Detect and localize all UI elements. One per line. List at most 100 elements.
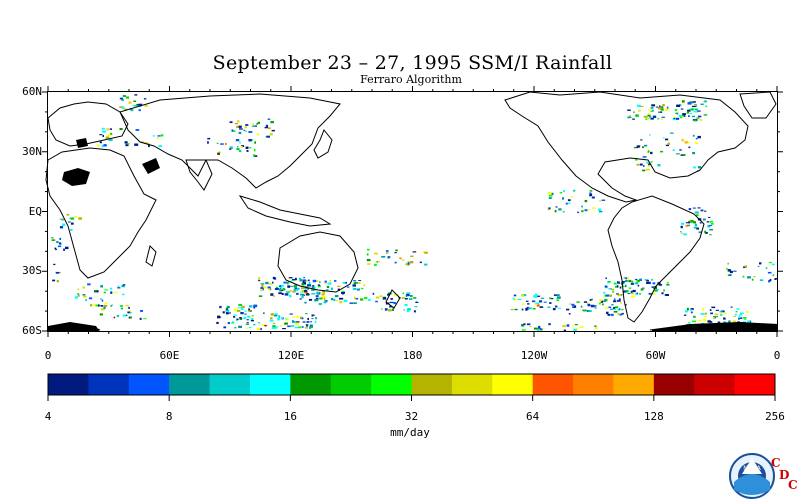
rain-pixel xyxy=(676,104,680,107)
rain-pixel xyxy=(584,199,588,203)
new-zealand-outline xyxy=(385,289,401,309)
rain-pixel xyxy=(264,286,267,289)
rain-pixel xyxy=(555,206,558,208)
rain-pixel xyxy=(714,315,719,318)
rain-pixel xyxy=(743,266,746,268)
rain-pixel xyxy=(222,311,225,314)
rain-pixel xyxy=(618,308,621,310)
asia-outline xyxy=(119,93,341,189)
colorbar-swatch xyxy=(48,374,89,395)
rain-pixel xyxy=(522,294,527,297)
rain-pixel xyxy=(240,312,244,315)
rain-pixel xyxy=(135,129,140,131)
rain-pixel xyxy=(532,300,536,303)
rain-pixel xyxy=(724,312,727,315)
rain-pixel xyxy=(517,298,522,300)
rain-pixel xyxy=(635,158,638,161)
rain-pixel xyxy=(654,289,658,292)
rain-pixel xyxy=(139,317,142,320)
rain-pixel xyxy=(367,263,371,265)
rain-pixel xyxy=(631,280,634,283)
rain-pixel xyxy=(257,121,260,124)
rain-pixel xyxy=(63,248,66,251)
rain-pixel xyxy=(56,280,59,283)
rain-pixel xyxy=(587,304,591,307)
rain-pixel xyxy=(55,248,57,251)
rain-pixel xyxy=(286,291,290,293)
rain-pixel xyxy=(293,289,297,292)
rain-pixel xyxy=(301,326,304,328)
rain-pixel xyxy=(55,271,60,274)
rain-pixel xyxy=(225,312,229,315)
rain-pixel xyxy=(324,299,328,303)
rain-pixel xyxy=(548,197,552,199)
rain-pixel xyxy=(697,117,700,120)
rain-pixel xyxy=(300,293,304,296)
rain-pixel xyxy=(640,288,644,291)
rain-pixel xyxy=(352,288,357,290)
rain-pixel xyxy=(692,115,695,118)
rain-pixel xyxy=(302,279,307,281)
rain-pixel xyxy=(617,299,621,302)
rain-pixel xyxy=(700,103,704,105)
india-outline xyxy=(185,159,213,191)
rain-pixel xyxy=(729,270,733,274)
rain-pixel xyxy=(327,282,332,285)
rain-pixel xyxy=(713,316,716,318)
rain-pixel xyxy=(412,251,417,253)
rain-pixel xyxy=(99,141,102,144)
rain-pixel xyxy=(245,124,249,126)
rain-pixel xyxy=(709,220,714,223)
rain-pixel xyxy=(306,321,310,323)
rain-pixel xyxy=(616,293,619,295)
rain-pixel xyxy=(739,312,744,314)
rain-pixel xyxy=(103,306,106,309)
south-america-outline xyxy=(607,195,705,323)
rain-pixel xyxy=(533,327,538,330)
rain-pixel xyxy=(589,193,593,196)
rain-pixel xyxy=(689,101,693,103)
rain-pixel xyxy=(688,146,691,149)
rain-pixel xyxy=(144,142,148,144)
rain-pixel xyxy=(615,306,619,309)
rain-pixel xyxy=(235,139,240,142)
rain-pixel xyxy=(620,302,622,304)
rain-pixel xyxy=(603,292,606,294)
rain-pixel xyxy=(647,114,651,117)
rain-pixel xyxy=(264,325,267,327)
rain-pixel xyxy=(684,141,689,144)
rain-pixel xyxy=(321,292,326,295)
rain-pixel xyxy=(138,103,143,107)
rain-pixel xyxy=(110,291,113,294)
rain-pixel xyxy=(660,111,663,113)
rain-pixel xyxy=(705,231,708,234)
rain-pixel xyxy=(537,327,540,330)
africa-outline xyxy=(45,147,157,279)
rain-pixel xyxy=(608,306,612,308)
rain-pixel xyxy=(696,227,699,230)
rain-pixel xyxy=(292,320,294,323)
rain-pixel xyxy=(648,292,652,295)
rain-pixel xyxy=(269,319,274,322)
rain-pixel xyxy=(99,134,103,136)
rain-pixel xyxy=(232,130,236,132)
rain-pixel xyxy=(680,108,684,110)
rain-pixel xyxy=(110,132,113,135)
rain-pixel xyxy=(353,282,356,285)
rain-pixel xyxy=(548,207,551,209)
rain-pixel xyxy=(138,109,141,112)
colorbar-swatch xyxy=(653,374,695,395)
rain-pixel xyxy=(318,303,322,306)
rain-pixel xyxy=(121,285,124,287)
rain-pixel xyxy=(682,101,685,104)
rain-pixel xyxy=(98,304,100,307)
rain-pixel xyxy=(703,318,707,322)
rain-pixel xyxy=(613,310,618,313)
rain-pixel xyxy=(591,207,596,209)
rain-pixel xyxy=(635,278,638,281)
rain-pixel xyxy=(106,128,109,131)
rain-pixel xyxy=(693,315,696,318)
cdc-letter-3: C xyxy=(788,478,798,492)
colorbar-swatch xyxy=(532,374,574,395)
rain-pixel xyxy=(254,148,256,152)
